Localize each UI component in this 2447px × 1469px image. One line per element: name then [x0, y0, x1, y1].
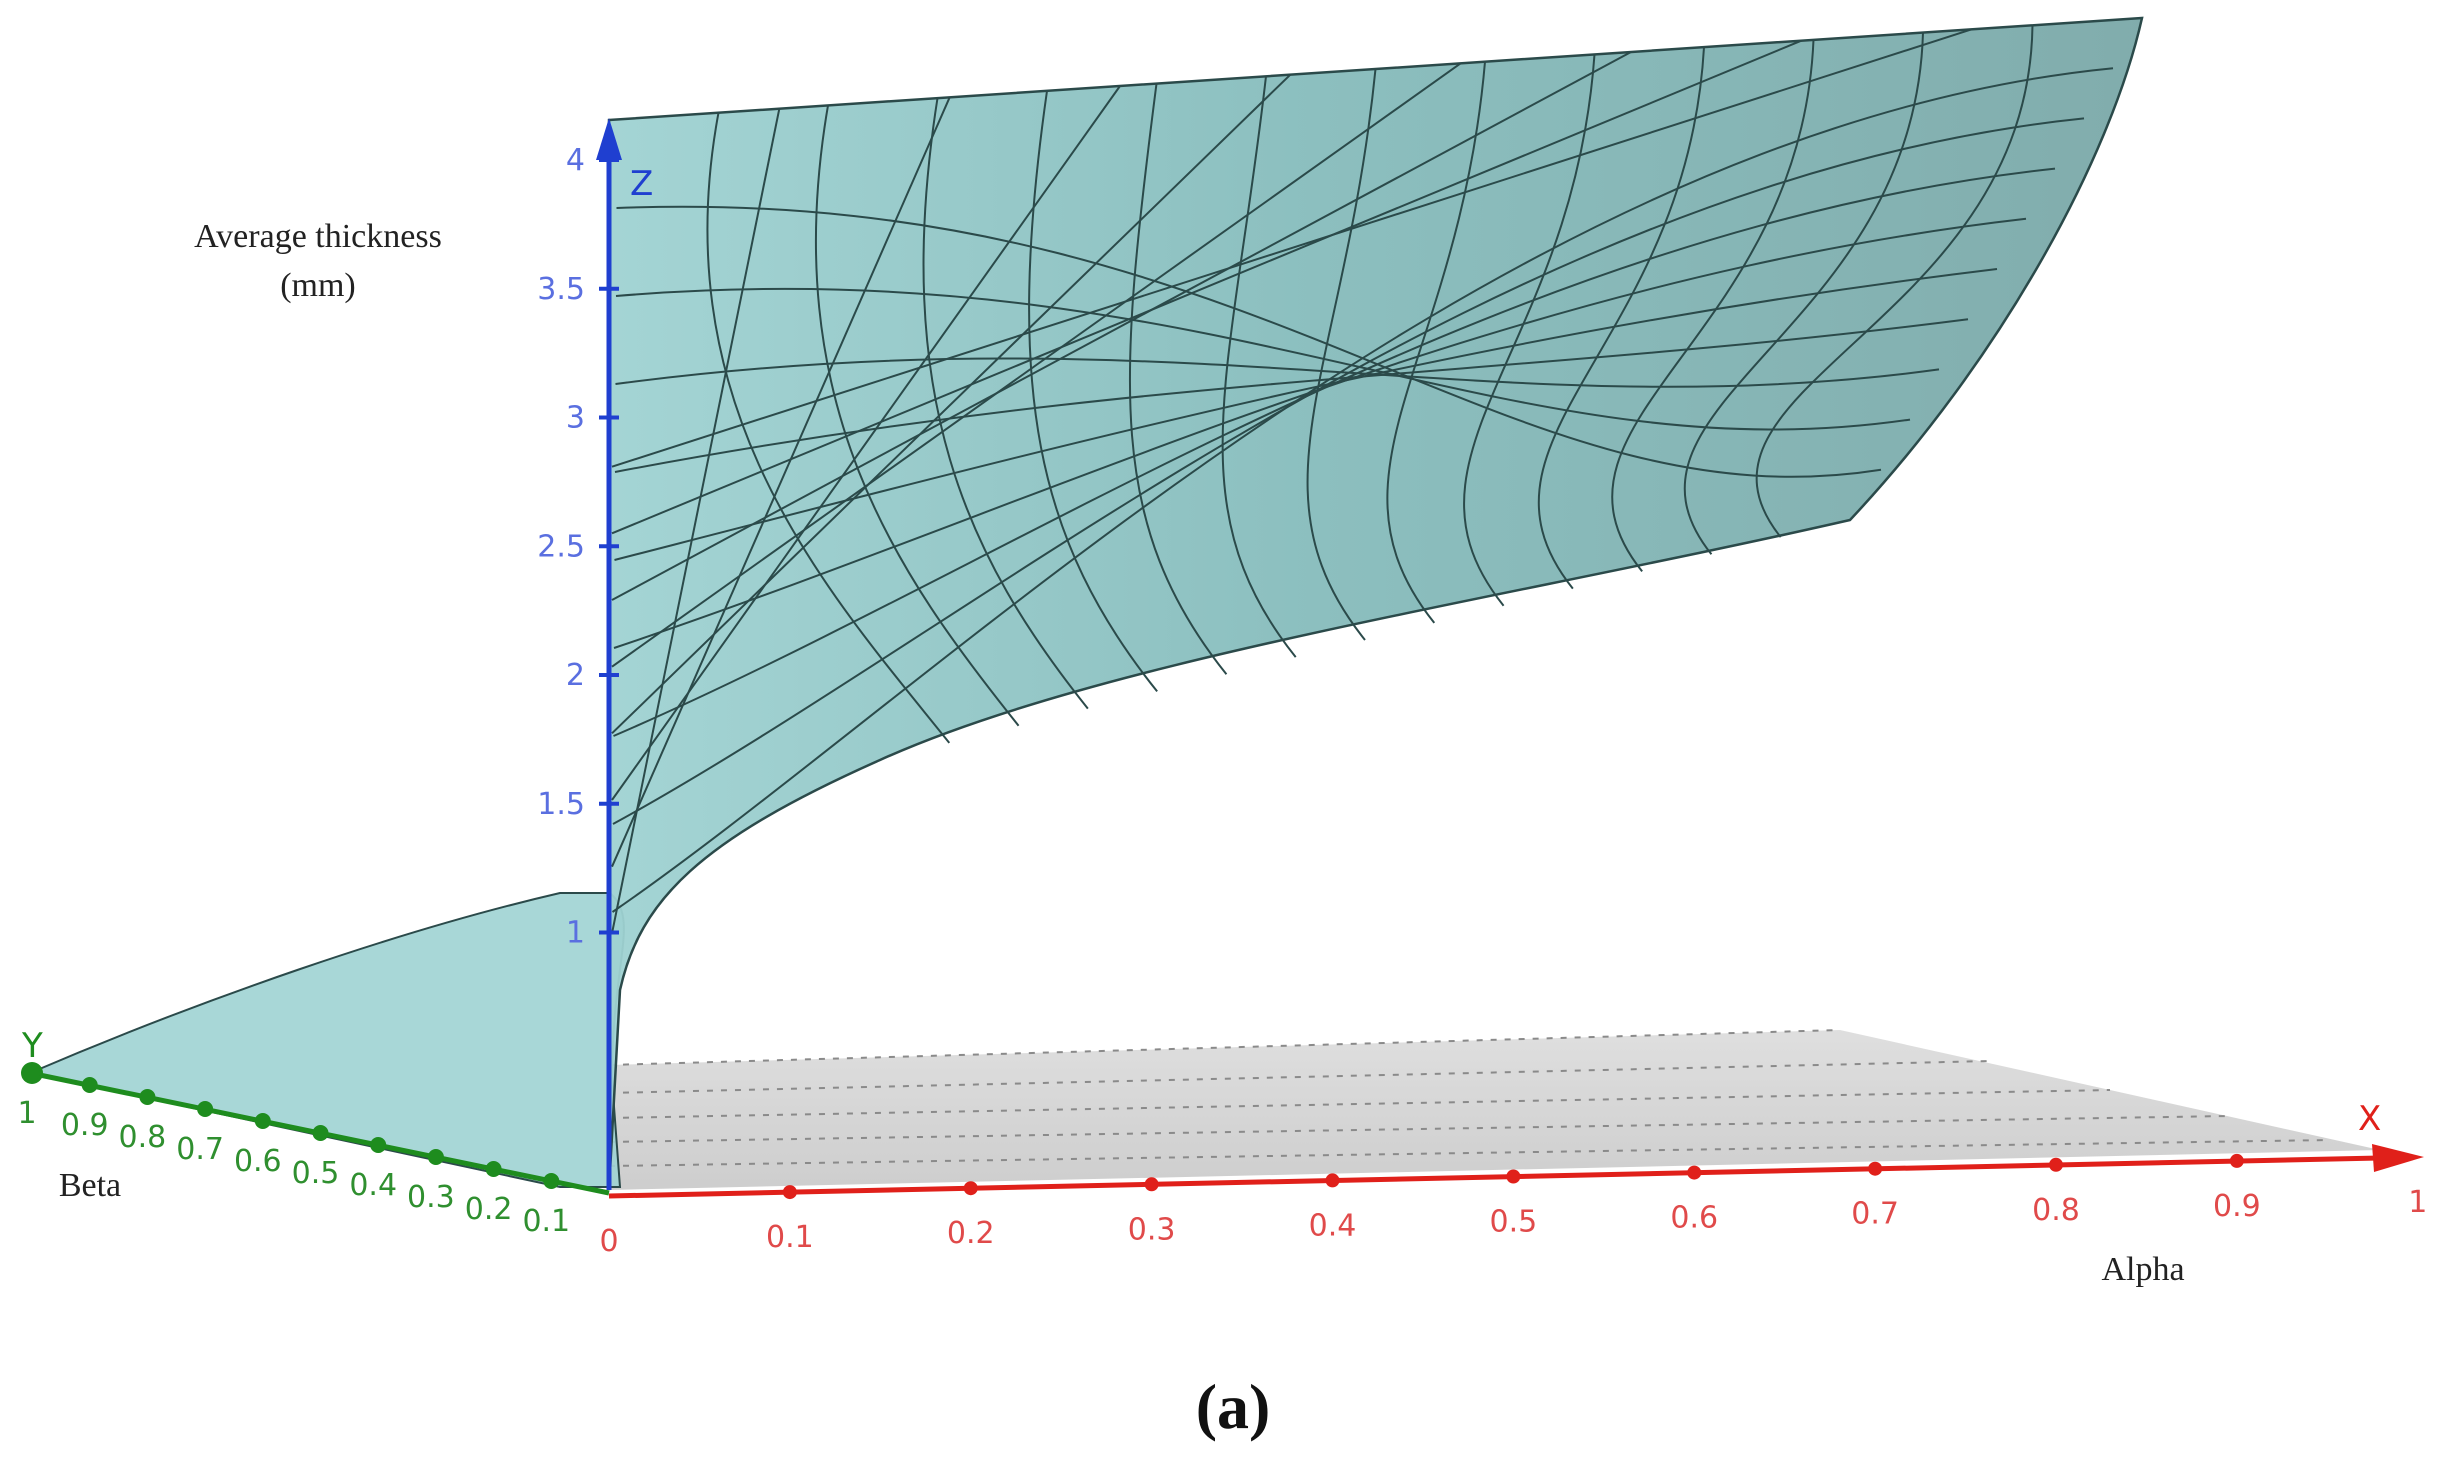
mesh-line: [1537, 47, 1705, 590]
y-tick-mark: [543, 1173, 560, 1189]
y-tick-mark: [485, 1161, 502, 1177]
mesh-line: [611, 39, 1802, 535]
y-tick-mark: [24, 1065, 40, 1081]
mesh-line: [611, 85, 1121, 801]
x-tick-mark: [2229, 1153, 2244, 1168]
x-tick-mark: [2048, 1157, 2063, 1172]
y-axis-label: Beta: [59, 1167, 121, 1204]
z-tick-label: 4: [566, 143, 585, 178]
y-tick-label: 0.4: [349, 1168, 397, 1203]
z-tick-label: 2: [566, 658, 585, 693]
base-plane: [609, 1030, 2380, 1190]
mesh-line: [612, 117, 2085, 825]
figure-caption: (a): [1196, 1371, 1271, 1442]
y-tick-label: 0.1: [522, 1204, 570, 1239]
mesh-line: [1463, 54, 1596, 607]
mesh-line: [613, 217, 2027, 649]
y-tick-label: 0.6: [234, 1144, 282, 1179]
base-plane-grid: [608, 1029, 2331, 1167]
y-tick-label: 0.8: [119, 1120, 167, 1155]
y-tick-mark: [370, 1137, 387, 1153]
x-axis: [608, 1155, 2381, 1199]
y-tick-mark: [81, 1077, 98, 1093]
x-tick-label: 0.2: [947, 1216, 995, 1251]
surface-mesh: [611, 25, 2114, 934]
mesh-line: [814, 105, 1020, 727]
x-tick-label: 0: [599, 1224, 618, 1259]
x-tick-label: 0.8: [2032, 1193, 2080, 1228]
mesh-line: [922, 97, 1089, 710]
y-tick-mark: [197, 1101, 214, 1117]
x-tick-mark: [782, 1185, 797, 1200]
y-tick-label: 0.3: [407, 1180, 455, 1215]
y-tick-mark: [427, 1149, 444, 1165]
x-axis-arrow: [2372, 1144, 2424, 1172]
mesh-line: [611, 73, 1292, 735]
z-axis-name: Z: [630, 164, 653, 204]
y-tick-mark: [312, 1125, 329, 1141]
x-tick-mark: [1868, 1161, 1883, 1176]
mesh-line: [614, 268, 1998, 561]
z-tick-label: 1: [566, 916, 585, 951]
mesh-line: [615, 287, 1911, 431]
x-tick-mark: [1506, 1169, 1521, 1184]
mesh-line: [611, 51, 1632, 601]
mesh-line: [616, 205, 1882, 478]
mesh-line: [611, 96, 951, 868]
z-axis-label-line1: Average thickness: [194, 218, 442, 255]
x-tick-label: 1: [2408, 1185, 2427, 1220]
mesh-line: [613, 167, 2056, 737]
z-axis-label-line2: (mm): [280, 267, 356, 304]
y-tick-label: 0.5: [292, 1156, 340, 1191]
mesh-line: [611, 62, 1462, 668]
x-tick-label: 0.3: [1128, 1212, 1176, 1247]
mesh-line: [1128, 83, 1228, 675]
x-tick-label: 0.6: [1670, 1201, 1718, 1236]
y-tick-label: 0.2: [465, 1192, 513, 1227]
y-tick-label: 1: [17, 1096, 36, 1131]
x-tick-label: 0.9: [2213, 1189, 2261, 1224]
y-ticks: 0.1 0.2 0.3 0.4 0.5 0.6 0.7 0.8 0.9 1: [17, 1065, 570, 1239]
y-tick-mark: [254, 1113, 271, 1129]
y-tick-label: 0.7: [176, 1132, 224, 1167]
mesh-line: [611, 28, 1972, 468]
x-axis-label: Alpha: [2101, 1251, 2184, 1288]
z-tick-label: 3.5: [537, 272, 585, 307]
x-tick-label: 0.5: [1490, 1205, 1538, 1240]
mesh-line: [706, 112, 951, 744]
z-ticks: 1 1.5 2 2.5 3 3.5 4: [537, 143, 619, 951]
x-tick-mark: [1144, 1177, 1159, 1192]
z-tick-label: 2.5: [537, 529, 585, 564]
x-axis-name: X: [2358, 1099, 2381, 1139]
z-tick-label: 3: [566, 401, 585, 436]
y-axis-name: Y: [21, 1026, 43, 1066]
y-tick-mark: [139, 1089, 156, 1105]
x-tick-label: 0.4: [1309, 1208, 1357, 1243]
mesh-line: [611, 67, 2114, 913]
mesh-line: [614, 318, 1969, 473]
surface-main: [607, 16, 2144, 1191]
x-tick-mark: [1687, 1165, 1702, 1180]
mesh-line: [615, 357, 1940, 388]
mesh-line: [1306, 68, 1377, 641]
x-tick-mark: [1325, 1173, 1340, 1188]
x-tick-label: 0.7: [1851, 1197, 1899, 1232]
z-tick-label: 1.5: [537, 787, 585, 822]
y-tick-label: 0.9: [61, 1108, 109, 1143]
mesh-line: [1611, 39, 1815, 573]
x-ticks: 0 0.1 0.2 0.3 0.4 0.5 0.6 0.7 0.8 0.9 1: [599, 1153, 2427, 1259]
x-tick-mark: [963, 1181, 978, 1196]
z-axis-arrow: [596, 118, 622, 160]
x-tick-label: 0.1: [766, 1220, 814, 1255]
mesh-line: [611, 108, 781, 934]
